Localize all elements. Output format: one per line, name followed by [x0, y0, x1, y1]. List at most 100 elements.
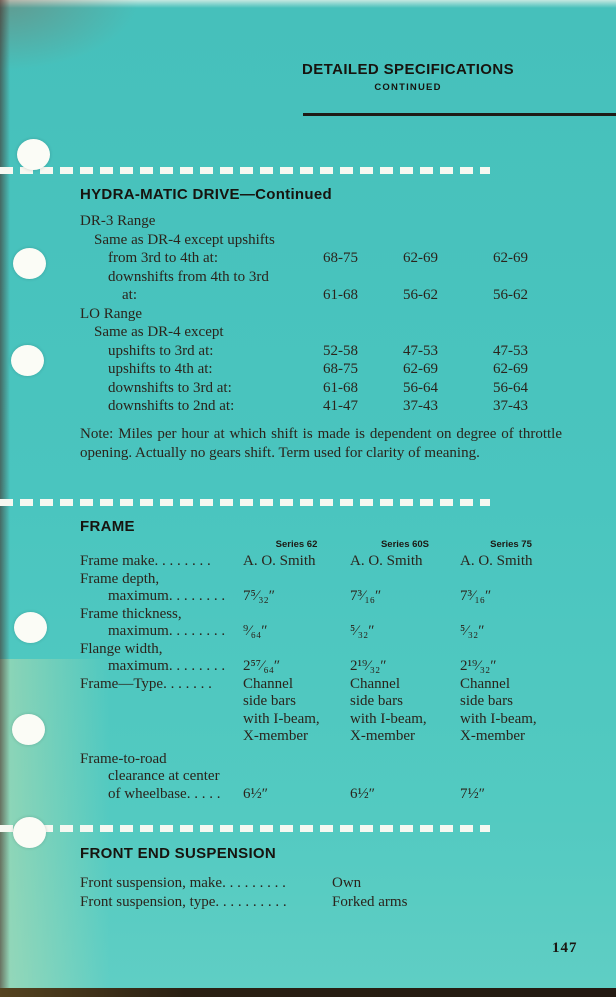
spec-value: ⁵⁄₃₂″	[460, 606, 562, 641]
section-front-end-suspension: FRONT END SUSPENSION Front suspension, m…	[80, 845, 562, 911]
spec-label: upshifts to 3rd at:	[108, 342, 214, 359]
spec-value: A. O. Smith	[350, 553, 460, 571]
spec-value	[493, 212, 562, 231]
column-header: Series 60S	[380, 539, 430, 550]
spec-value-line: A. O. Smith	[350, 553, 423, 569]
page-edge-top	[0, 0, 616, 8]
spec-label-line: clearance at center	[108, 768, 220, 784]
spec-value	[493, 268, 562, 287]
spec-value: 62-69	[493, 250, 528, 266]
spec-value	[323, 268, 403, 287]
spec-label: Frame—Type. . . . . . .	[80, 676, 243, 746]
frame-table: Frame make. . . . . . . . A. O. Smith A. O…	[80, 553, 562, 803]
spec-value: A. O. Smith	[460, 553, 562, 571]
spec-value: 41-47	[323, 398, 358, 414]
spec-label: Same as DR-4 except	[94, 324, 224, 340]
dashed-separator	[0, 825, 490, 832]
spec-row: Front suspension, make. . . . . . . . . O…	[80, 874, 562, 893]
spec-row: Same as DR-4 except	[80, 323, 562, 342]
frame-column-headers: Series 62 Series 60S Series 75	[80, 539, 562, 550]
spec-value-line: ⁵⁄₃₂″	[460, 623, 485, 639]
spec-value: 47-53	[403, 342, 438, 359]
spec-value: 6½″	[243, 751, 350, 804]
spec-value: 62-69	[403, 250, 438, 266]
spec-value: 7½″	[460, 751, 562, 804]
section-title: FRAME	[80, 518, 135, 535]
page-header: DETAILED SPECIFICATIONS CONTINUED	[300, 61, 516, 93]
spec-value: 56-64	[493, 379, 528, 396]
spec-value	[323, 323, 403, 342]
punch-hole	[12, 714, 45, 745]
column-header-spacer	[80, 539, 243, 550]
spec-label: Front suspension, make. . . . . . . . .	[80, 875, 286, 891]
spec-label: Frame make. . . . . . . .	[80, 553, 243, 571]
spec-value-line: side bars	[460, 693, 513, 709]
spec-label-line: Frame—Type. . . . . . .	[80, 675, 212, 692]
spec-value: 56-62	[493, 287, 528, 303]
spec-value: 52-58	[323, 342, 358, 359]
spec-row: upshifts to 4th at: 68-75 62-69 62-69	[80, 360, 562, 379]
spec-value: 62-69	[493, 361, 528, 377]
spec-row: Frame make. . . . . . . . A. O. Smith A. O…	[80, 553, 562, 571]
section-title: HYDRA-MATIC DRIVE—Continued	[80, 186, 332, 203]
spec-row: downshifts to 2nd at: 41-47 37-43 37-43	[80, 397, 562, 416]
punch-hole	[17, 139, 50, 170]
spec-value-line: 7½″	[460, 785, 485, 802]
spec-value	[403, 305, 493, 324]
spec-value	[323, 212, 403, 231]
spec-label: Front suspension, type. . . . . . . . . …	[80, 893, 287, 910]
spec-value-line: with I-beam,	[350, 710, 427, 727]
spec-value-line: A. O. Smith	[243, 553, 316, 569]
spec-value-line: 6½″	[350, 785, 375, 802]
spec-row: Same as DR-4 except upshifts	[80, 231, 562, 250]
spec-row: at: 61-68 56-62 56-62	[80, 286, 562, 305]
spec-value: 2¹⁹⁄₃₂″	[350, 641, 460, 676]
hydramatic-table: DR-3 Range Same as DR-4 except upshifts fr…	[80, 212, 562, 416]
spec-value-line: 7³⁄₁₆″	[350, 588, 382, 604]
spec-value-line: X-member	[350, 728, 415, 744]
spec-value-line: 2⁵⁷⁄₆₄″	[243, 658, 281, 674]
section-frame: FRAME Series 62 Series 60S Series 75 Frame…	[80, 518, 562, 803]
spec-label-line: Frame make. . . . . . . .	[80, 553, 211, 569]
spec-value: 2¹⁹⁄₃₂″	[460, 641, 562, 676]
spec-label: LO Range	[80, 305, 143, 322]
spec-value-line: with I-beam,	[460, 710, 537, 727]
spec-value: 7³⁄₁₆″	[350, 571, 460, 606]
spec-value: 37-43	[493, 398, 528, 414]
spec-value-line: ⁹⁄₆₄″	[243, 623, 268, 639]
spec-label-line: maximum. . . . . . . .	[108, 623, 226, 639]
spec-value-line: side bars	[243, 693, 296, 709]
spec-value-line: with I-beam,	[243, 710, 320, 727]
spec-row: Frame—Type. . . . . . . Channel side bars w…	[80, 676, 562, 746]
page-edge-left	[0, 0, 10, 997]
dashed-separator	[0, 499, 490, 506]
spec-row: downshifts from 4th to 3rd	[80, 268, 562, 287]
spec-value	[493, 323, 562, 342]
page-corner-shading	[0, 0, 140, 70]
spec-label-line: Frame-to-road	[80, 750, 167, 767]
spec-value	[493, 231, 562, 250]
spec-value: 7³⁄₁₆″	[460, 571, 562, 606]
spec-value: ⁹⁄₆₄″	[243, 606, 350, 641]
spec-label-line: Frame thickness,	[80, 605, 182, 622]
punch-hole	[13, 248, 46, 279]
spec-row: Flange width, maximum. . . . . . . . 2⁵⁷⁄₆…	[80, 641, 562, 676]
spec-value: ⁵⁄₃₂″	[350, 606, 460, 641]
spec-row: LO Range	[80, 305, 562, 324]
spec-value: 68-75	[323, 250, 358, 266]
spec-value-line: 2¹⁹⁄₃₂″	[460, 658, 497, 674]
spec-value-line: X-member	[460, 728, 525, 744]
page-title: DETAILED SPECIFICATIONS	[302, 61, 514, 78]
spec-label: downshifts to 2nd at:	[108, 398, 235, 414]
spec-label-line: Flange width,	[80, 640, 163, 657]
spec-value-line: Channel	[243, 675, 293, 692]
spec-label: DR-3 Range	[80, 213, 156, 229]
spec-value: Own	[332, 875, 362, 891]
spec-row: Frame depth, maximum. . . . . . . . 7⁵⁄₃₂″…	[80, 571, 562, 606]
spec-label: downshifts from 4th to 3rd	[108, 268, 269, 285]
spec-value-line: 7⁵⁄₃₂″	[243, 588, 275, 604]
spec-value-line: 7³⁄₁₆″	[460, 588, 492, 604]
spec-value: 61-68	[323, 379, 358, 396]
spec-row: Frame thickness, maximum. . . . . . . . ⁹⁄…	[80, 606, 562, 641]
